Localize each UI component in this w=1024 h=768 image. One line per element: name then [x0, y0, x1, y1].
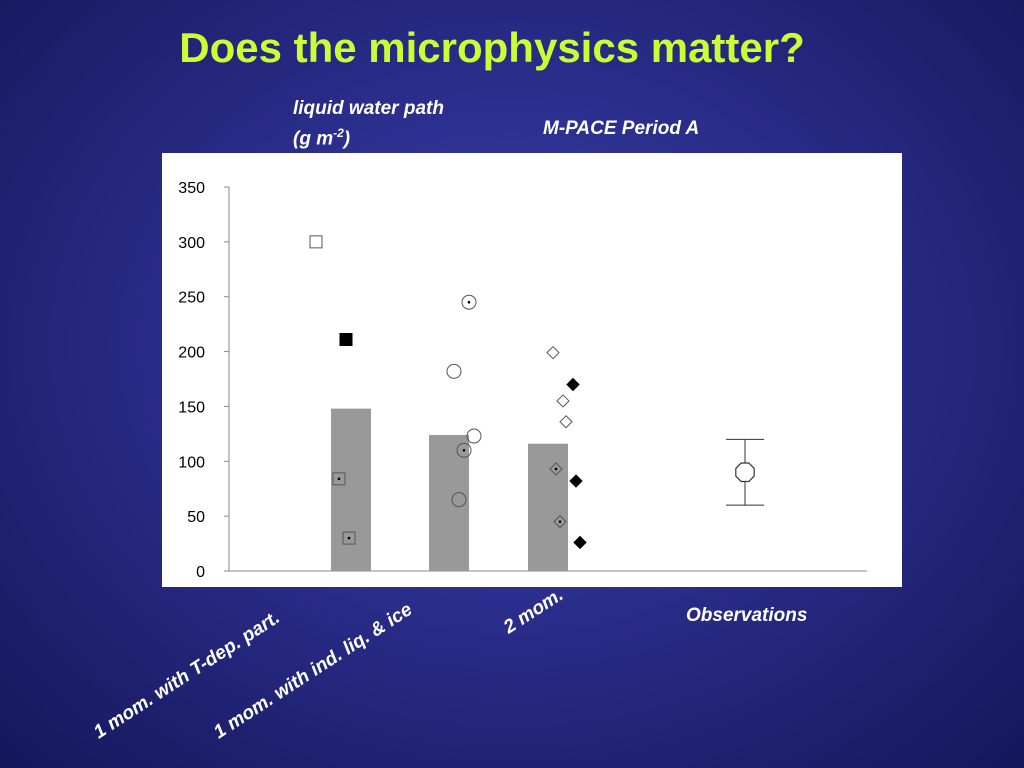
category-label-0: 1 mom. with T-dep. part.	[90, 607, 284, 744]
marker-15-diamond-filled	[569, 474, 583, 488]
y-tick-label-200: 200	[178, 345, 205, 362]
marker-12-diamond-dot-center	[554, 467, 558, 471]
bar-2	[528, 443, 568, 571]
observation-marker	[735, 462, 755, 483]
marker-5-circle-open	[446, 363, 462, 379]
chart-panel: 0 50 100 150 200 250 300 350	[162, 153, 902, 587]
bar-1	[429, 434, 469, 571]
marker-6-circle-open	[466, 428, 482, 444]
marker-1-square-dot-center	[337, 477, 341, 481]
y-axis-unit-exponent: -2	[333, 126, 344, 140]
category-label-2: 2 mom.	[500, 584, 568, 639]
marker-12-diamond-dot	[549, 462, 563, 476]
y-tick-label-100: 100	[178, 454, 205, 471]
marker-11-diamond-open	[559, 415, 573, 429]
chart-svg: 0 50 100 150 200 250 300 350	[178, 180, 867, 581]
y-axis-unit-base: (g m	[293, 128, 334, 150]
y-tick-label-0: 0	[196, 564, 205, 581]
marker-14-diamond-filled	[566, 377, 580, 392]
marker-13-diamond-dot-center	[558, 520, 562, 523]
marker-16-diamond-filled	[573, 535, 587, 550]
marker-13-diamond-dot	[553, 514, 567, 529]
marker-7-circle-dot	[456, 442, 472, 458]
marker-4-circle-dot	[461, 294, 477, 310]
marker-1-square-dot	[332, 472, 346, 486]
marker-8-circle-open	[451, 492, 467, 508]
y-axis-label: liquid water path	[293, 98, 444, 119]
slide-title: Does the microphysics matter?	[179, 24, 805, 71]
y-tick-label-150: 150	[178, 399, 205, 416]
y-axis-unit: (g m-2)	[293, 126, 350, 150]
category-label-1: 1 mom. with ind. liq. & ice	[210, 599, 417, 744]
y-axis-unit-end: )	[343, 128, 351, 150]
category-label-3: Observations	[686, 605, 808, 626]
marker-7-circle-dot-center	[462, 449, 466, 452]
marker-10-diamond-open	[556, 394, 570, 408]
chart-subtitle: M-PACE Period A	[543, 118, 700, 139]
y-tick-label-350: 350	[178, 180, 205, 197]
marker-3-square-filled	[339, 333, 353, 347]
marker-9-diamond-open	[546, 345, 560, 360]
marker-2-square-dot-center	[347, 536, 351, 540]
marker-4-circle-dot-center	[467, 300, 471, 304]
y-tick-label-300: 300	[178, 235, 205, 252]
marker-0-square-open	[309, 235, 323, 249]
bar-0	[331, 408, 371, 571]
y-tick-label-50: 50	[187, 509, 205, 526]
y-tick-label-250: 250	[178, 290, 205, 307]
marker-2-square-dot	[342, 531, 356, 545]
